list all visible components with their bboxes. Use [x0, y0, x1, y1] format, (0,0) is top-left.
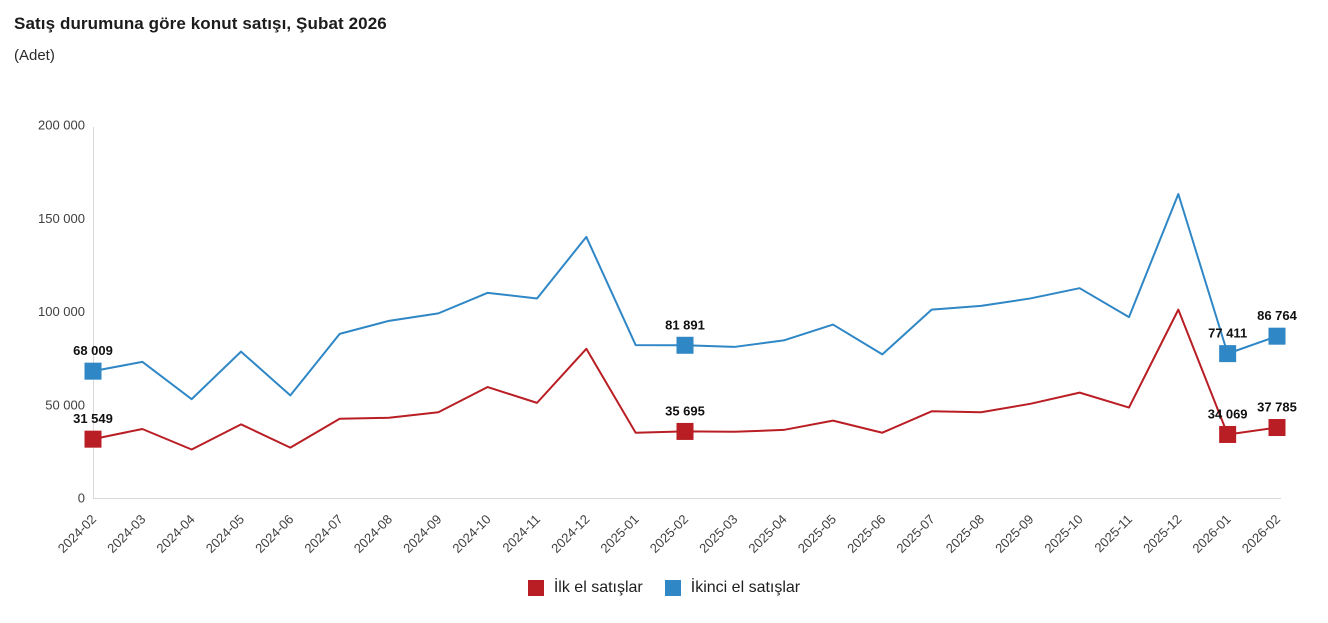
- x-axis-tick-label: 2024-03: [104, 512, 148, 556]
- data-point-label: 77 411: [1208, 326, 1247, 341]
- data-point-label: 34 069: [1208, 406, 1248, 421]
- data-point-label: 81 891: [665, 317, 705, 332]
- x-axis-tick-label: 2025-10: [1041, 512, 1085, 556]
- x-axis-tick-label: 2024-08: [351, 512, 395, 556]
- x-axis-tick-label: 2024-10: [449, 512, 493, 556]
- x-axis-tick-label: 2025-06: [844, 512, 888, 556]
- chart-subtitle: (Adet): [14, 47, 55, 64]
- data-point-marker[interactable]: [676, 422, 694, 440]
- legend: İlk el satışlar İkinci el satışlar: [0, 579, 1328, 597]
- x-axis-tick-label: 2025-03: [696, 512, 740, 556]
- data-point-label: 86 764: [1257, 308, 1298, 323]
- y-axis-tick-label: 0: [78, 491, 85, 506]
- y-axis-tick-label: 200 000: [38, 118, 85, 133]
- data-point-marker[interactable]: [676, 336, 694, 354]
- x-axis-tick-label: 2024-04: [153, 512, 197, 556]
- data-point-label: 37 785: [1257, 400, 1297, 415]
- chart-title: Satış durumuna göre konut satışı, Şubat …: [14, 14, 387, 33]
- legend-label-ikinci-el: İkinci el satışlar: [690, 579, 801, 596]
- data-point-label: 68 009: [73, 343, 113, 358]
- x-axis-tick-label: 2024-05: [203, 512, 247, 556]
- x-axis-tick-label: 2025-12: [1140, 512, 1184, 556]
- data-point-marker[interactable]: [1268, 419, 1286, 437]
- data-point-marker[interactable]: [1268, 327, 1286, 345]
- x-axis-tick-label: 2025-02: [647, 512, 691, 556]
- legend-swatch-blue-icon: [664, 580, 681, 596]
- x-axis-tick-label: 2025-05: [795, 512, 839, 556]
- x-axis-tick-label: 2024-02: [55, 512, 99, 556]
- x-axis-tick-label: 2024-09: [400, 512, 444, 556]
- x-axis-tick-label: 2025-11: [1091, 512, 1135, 556]
- x-axis-tick-label: 2025-09: [992, 512, 1036, 556]
- x-axis-tick-label: 2026-02: [1239, 512, 1283, 556]
- series-line-1: [92, 193, 1278, 401]
- y-axis-tick-label: 100 000: [38, 304, 85, 319]
- x-axis-tick-label: 2024-06: [252, 512, 296, 556]
- data-point-marker[interactable]: [1219, 345, 1237, 363]
- x-axis-tick-label: 2024-07: [301, 512, 345, 556]
- x-axis-tick-label: 2025-01: [597, 512, 641, 556]
- x-axis-tick-label: 2024-12: [548, 512, 592, 556]
- data-point-marker[interactable]: [1219, 425, 1237, 443]
- legend-item-ilk-el-satislar[interactable]: İlk el satışlar: [527, 579, 643, 597]
- legend-swatch-red-icon: [527, 580, 544, 596]
- legend-item-ikinci-el-satislar[interactable]: İkinci el satışlar: [664, 579, 801, 597]
- x-axis-tick-label: 2025-04: [745, 512, 789, 556]
- data-point-label: 35 695: [665, 403, 705, 418]
- y-axis-tick-label: 150 000: [38, 211, 85, 226]
- x-axis-tick-label: 2024-11: [499, 512, 543, 556]
- data-point-marker[interactable]: [84, 362, 102, 380]
- x-axis-tick-label: 2025-07: [893, 512, 937, 556]
- x-axis-tick-label: 2026-01: [1189, 512, 1233, 556]
- data-point-label: 31 549: [73, 411, 113, 426]
- legend-label-ilk-el: İlk el satışlar: [553, 579, 643, 596]
- x-axis-tick-label: 2025-08: [943, 512, 987, 556]
- data-point-marker[interactable]: [84, 430, 102, 448]
- y-axis-tick-label: 50 000: [45, 397, 85, 412]
